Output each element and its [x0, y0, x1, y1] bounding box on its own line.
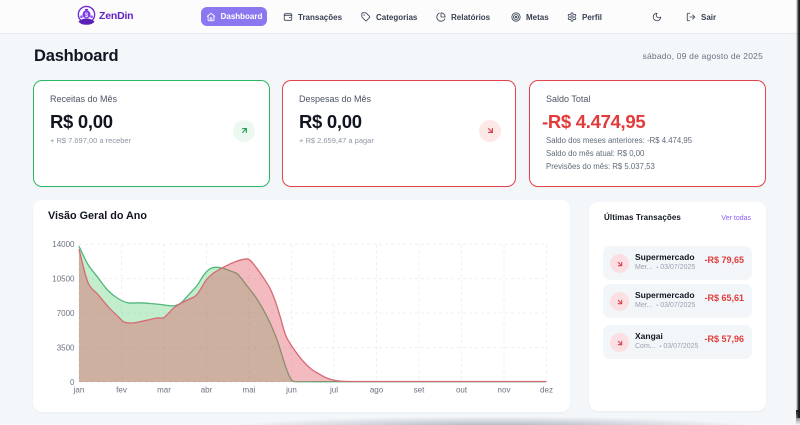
- svg-text:10500: 10500: [52, 274, 75, 283]
- svg-text:abr: abr: [201, 386, 213, 395]
- svg-text:jul: jul: [329, 386, 338, 395]
- svg-text:dez: dez: [540, 386, 553, 395]
- svg-text:jun: jun: [285, 386, 297, 395]
- svg-text:14000: 14000: [52, 240, 75, 249]
- svg-text:mar: mar: [157, 386, 171, 395]
- svg-text:7000: 7000: [57, 309, 75, 318]
- svg-text:jan: jan: [73, 386, 85, 395]
- svg-text:set: set: [414, 386, 425, 395]
- svg-text:ago: ago: [370, 386, 384, 395]
- svg-text:fev: fev: [116, 386, 127, 395]
- svg-text:mai: mai: [243, 386, 256, 395]
- svg-text:$: $: [85, 13, 89, 19]
- svg-text:0: 0: [70, 378, 75, 387]
- svg-text:out: out: [456, 386, 468, 395]
- svg-text:3500: 3500: [57, 343, 75, 352]
- svg-text:nov: nov: [498, 386, 511, 395]
